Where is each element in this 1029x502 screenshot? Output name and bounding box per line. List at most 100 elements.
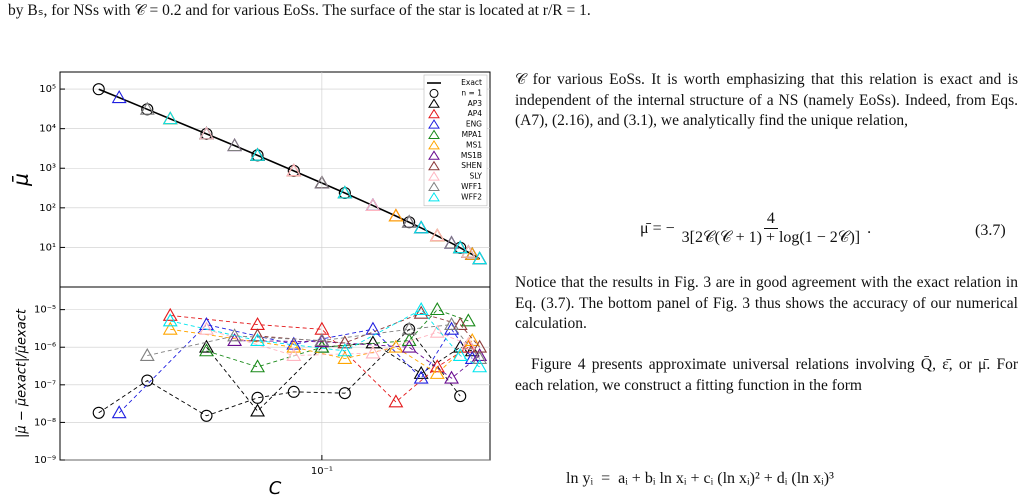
marker-triangle bbox=[413, 305, 429, 319]
series-line bbox=[170, 328, 473, 375]
series-line bbox=[234, 340, 480, 379]
y-tick-label: 10⁻⁸ bbox=[34, 417, 56, 428]
marker-triangle bbox=[111, 405, 127, 419]
x-axis-label: C bbox=[269, 478, 282, 499]
legend-label: MS1B bbox=[461, 151, 482, 160]
marker-triangle bbox=[413, 220, 429, 234]
marker-triangle bbox=[314, 332, 330, 347]
legend-swatch bbox=[428, 129, 440, 139]
marker-triangle bbox=[401, 321, 417, 335]
marker-triangle bbox=[111, 90, 127, 104]
marker-triangle bbox=[314, 334, 330, 348]
marker-circle bbox=[454, 390, 467, 403]
marker-triangle bbox=[162, 321, 178, 335]
legend-label: SLY bbox=[469, 172, 482, 181]
series-line bbox=[206, 328, 469, 357]
marker-triangle bbox=[250, 147, 265, 161]
marker-circle bbox=[92, 83, 105, 96]
numerator: 4 bbox=[763, 210, 778, 229]
marker-triangle bbox=[429, 365, 445, 379]
marker-triangle bbox=[444, 235, 459, 249]
marker-triangle bbox=[162, 111, 178, 125]
marker-triangle bbox=[460, 339, 476, 353]
denominator: 3[2𝒞(𝒞 + 1) + log(1 − 2𝒞)] bbox=[681, 229, 861, 246]
marker-triangle bbox=[227, 328, 243, 342]
y-tick-label: 10⁻⁵ bbox=[34, 305, 56, 316]
marker-triangle bbox=[250, 332, 265, 347]
marker-circle bbox=[200, 409, 213, 422]
series-line bbox=[98, 88, 481, 260]
marker-triangle bbox=[139, 101, 155, 115]
legend-swatch bbox=[429, 88, 439, 98]
marker-triangle bbox=[429, 324, 445, 338]
legend-swatch bbox=[428, 181, 440, 191]
marker-triangle bbox=[472, 251, 488, 265]
marker-triangle bbox=[401, 214, 417, 228]
marker-triangle bbox=[460, 244, 476, 258]
equation-number: (3.7) bbox=[975, 222, 1006, 239]
marker-triangle bbox=[199, 126, 214, 140]
marker-triangle bbox=[365, 345, 381, 359]
marker-triangle bbox=[337, 343, 353, 357]
marker-triangle bbox=[464, 350, 480, 364]
marker-triangle bbox=[460, 313, 476, 327]
legend-swatch bbox=[428, 98, 440, 108]
marker-triangle bbox=[250, 359, 265, 373]
marker-triangle bbox=[413, 302, 429, 316]
marker-triangle bbox=[365, 321, 381, 335]
series-line bbox=[170, 315, 469, 403]
marker-triangle bbox=[162, 313, 178, 327]
marker-triangle bbox=[286, 163, 302, 177]
y-tick-label: 10⁻⁹ bbox=[34, 455, 56, 466]
legend-swatch bbox=[428, 171, 440, 181]
marker-triangle bbox=[452, 347, 468, 361]
y-axis-label: |μ̄ − μ̄exact|/μ̄exact bbox=[15, 308, 30, 438]
marker-triangle bbox=[429, 302, 445, 316]
legend-label: AP4 bbox=[468, 109, 483, 118]
fraction: 4 3[2𝒞(𝒞 + 1) + log(1 − 2𝒞)] bbox=[679, 210, 863, 247]
marker-triangle bbox=[250, 328, 265, 342]
caption-tail: by Bₛ, for NSs with 𝒞 = 0.2 and for vari… bbox=[8, 2, 591, 19]
legend-swatch bbox=[428, 119, 440, 129]
legend-label: WFF1 bbox=[461, 182, 482, 191]
marker-triangle bbox=[444, 316, 459, 331]
marker-triangle bbox=[286, 339, 302, 353]
y-tick-label: 10⁴ bbox=[39, 124, 56, 135]
marker-triangle bbox=[444, 370, 459, 384]
legend-swatch bbox=[428, 191, 440, 202]
series-line bbox=[98, 328, 461, 417]
marker-circle bbox=[287, 385, 300, 398]
marker-circle bbox=[251, 391, 264, 404]
marker-triangle bbox=[464, 343, 480, 357]
marker-triangle bbox=[429, 228, 445, 242]
marker-triangle bbox=[401, 332, 417, 347]
marker-triangle bbox=[429, 359, 445, 373]
marker-triangle bbox=[452, 316, 468, 331]
marker-triangle bbox=[472, 359, 488, 373]
equation: μ̄ = − 4 3[2𝒞(𝒞 + 1) + log(1 − 2𝒞)] . bbox=[640, 210, 871, 247]
marker-triangle bbox=[199, 343, 214, 357]
marker-triangle bbox=[337, 350, 353, 364]
marker-triangle bbox=[413, 365, 429, 379]
marker-triangle bbox=[199, 321, 214, 335]
series-line bbox=[147, 324, 480, 359]
marker-triangle bbox=[388, 208, 404, 222]
y-tick-label: 10⁻⁷ bbox=[34, 380, 56, 391]
marker-triangle bbox=[460, 336, 476, 350]
legend-swatch bbox=[428, 150, 440, 160]
legend-swatch bbox=[428, 139, 440, 150]
marker-triangle bbox=[401, 339, 417, 353]
plot-area bbox=[59, 71, 491, 288]
marker-triangle bbox=[199, 339, 214, 353]
marker-circle bbox=[141, 374, 154, 387]
legend-label: n = 1 bbox=[461, 88, 482, 97]
marker-triangle bbox=[139, 347, 155, 361]
marker-triangle bbox=[388, 394, 404, 408]
marker-triangle bbox=[227, 332, 243, 347]
paragraph: 𝒞 for various EoSs. It is worth emphasiz… bbox=[515, 71, 1018, 129]
legend-label: WFF2 bbox=[461, 192, 482, 201]
y-axis-label: μ̄ bbox=[9, 173, 33, 187]
marker-circle bbox=[338, 387, 351, 400]
